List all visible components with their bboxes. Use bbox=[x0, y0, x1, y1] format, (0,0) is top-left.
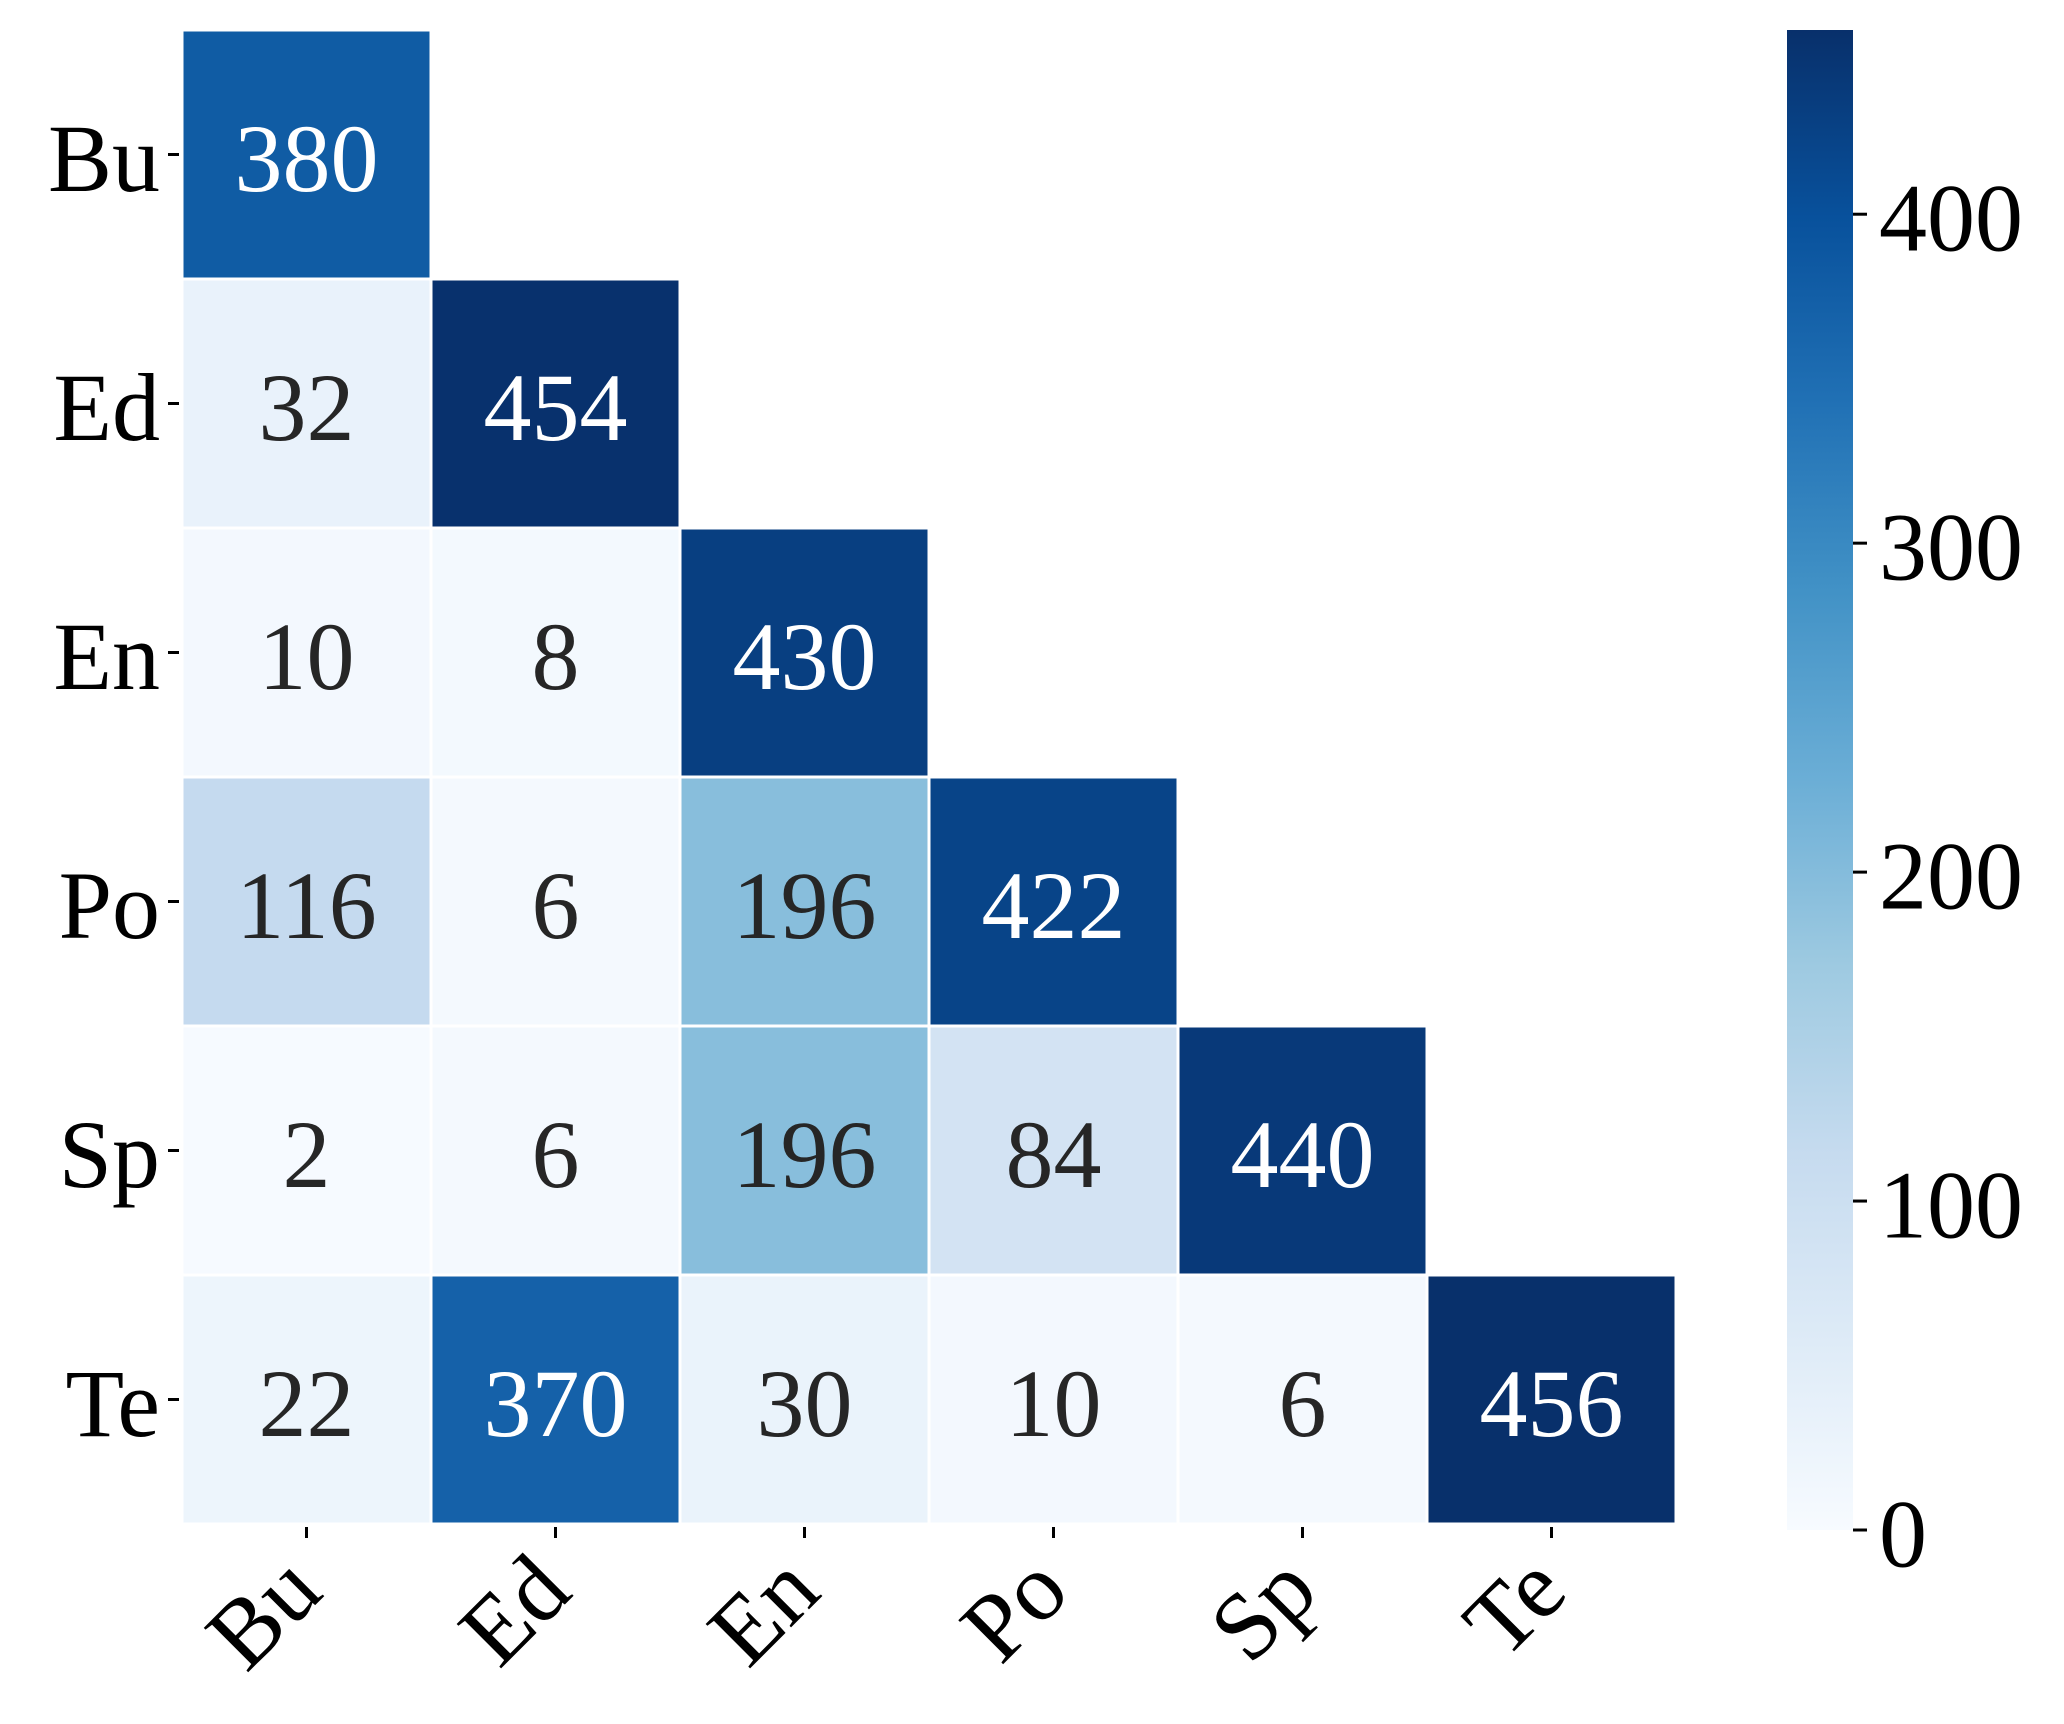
cell-value-label: 10 bbox=[259, 603, 355, 710]
x-tick-label-bu: Bu bbox=[185, 1534, 340, 1689]
colorbar-tick-label: 300 bbox=[1879, 494, 2023, 601]
cell-value-label: 84 bbox=[1006, 1101, 1102, 1208]
heatmap-cell-sp-bu bbox=[183, 1027, 430, 1274]
cell-value-label: 454 bbox=[484, 354, 628, 461]
heatmap-cell-en-ed bbox=[432, 529, 679, 776]
cell-value-label: 6 bbox=[1279, 1350, 1327, 1457]
cell-value-label: 440 bbox=[1231, 1101, 1375, 1208]
heatmap-cell-te-te bbox=[1428, 1276, 1675, 1523]
cell-value-label: 422 bbox=[982, 852, 1126, 959]
heatmap-cell-sp-en bbox=[681, 1027, 928, 1274]
cell-value-label: 370 bbox=[484, 1350, 628, 1457]
cell-value-label: 2 bbox=[283, 1101, 331, 1208]
x-tick-label-sp: Sp bbox=[1189, 1534, 1336, 1681]
cell-value-label: 196 bbox=[733, 852, 877, 959]
heatmap-cell-po-en bbox=[681, 778, 928, 1025]
colorbar-tick-label: 200 bbox=[1879, 823, 2023, 930]
heatmap-cell-sp-ed bbox=[432, 1027, 679, 1274]
y-tick-label-ed: Ed bbox=[53, 354, 160, 461]
heatmap-cell-te-bu bbox=[183, 1276, 430, 1523]
colorbar-tick-label: 0 bbox=[1879, 1481, 1927, 1588]
y-axis-tick-labels: Bu Ed En Po Sp Te bbox=[48, 105, 179, 1457]
cell-value-label: 30 bbox=[757, 1350, 853, 1457]
x-tick-label-te: Te bbox=[1443, 1534, 1586, 1677]
y-tick-label-en: En bbox=[53, 603, 160, 710]
heatmap-cell-bu-bu bbox=[183, 31, 430, 278]
heatmap-cell-ed-bu bbox=[183, 280, 430, 527]
colorbar-tick-label: 100 bbox=[1879, 1152, 2023, 1259]
x-axis-tick-labels: Bu Ed En Po Sp Te bbox=[185, 1527, 1585, 1689]
y-tick-label-po: Po bbox=[59, 852, 160, 959]
cell-value-label: 196 bbox=[733, 1101, 877, 1208]
heatmap-cell-ed-ed bbox=[432, 280, 679, 527]
cell-value-label: 6 bbox=[532, 1101, 580, 1208]
colorbar: 0 100 200 300 400 bbox=[1787, 30, 2023, 1588]
heatmap-cell-po-ed bbox=[432, 778, 679, 1025]
heatmap-cell-te-sp bbox=[1179, 1276, 1426, 1523]
cell-value-label: 456 bbox=[1480, 1350, 1624, 1457]
heatmap-cell-po-bu bbox=[183, 778, 430, 1025]
heatmap-cell-sp-sp bbox=[1179, 1027, 1426, 1274]
x-tick-label-po: Po bbox=[940, 1534, 1087, 1681]
cell-value-label: 22 bbox=[259, 1350, 355, 1457]
cell-value-label: 8 bbox=[532, 603, 580, 710]
heatmap-cell-en-en bbox=[681, 529, 928, 776]
y-tick-label-sp: Sp bbox=[59, 1101, 160, 1208]
cell-value-label: 10 bbox=[1006, 1350, 1102, 1457]
colorbar-gradient bbox=[1787, 30, 1853, 1530]
y-tick-label-bu: Bu bbox=[48, 105, 160, 212]
cell-value-label: 32 bbox=[259, 354, 355, 461]
y-tick-label-te: Te bbox=[65, 1350, 160, 1457]
heatmap-cells: 380 32 454 10 8 430 116 6 196 422 2 6 196 84 440 22 370 3… bbox=[183, 31, 1675, 1523]
heatmap-cell-po-po bbox=[930, 778, 1177, 1025]
x-tick-label-en: En bbox=[687, 1534, 838, 1685]
heatmap-cell-en-bu bbox=[183, 529, 430, 776]
colorbar-tick-label: 400 bbox=[1879, 165, 2023, 272]
cell-value-label: 380 bbox=[235, 105, 379, 212]
heatmap-cell-te-ed bbox=[432, 1276, 679, 1523]
cell-value-label: 116 bbox=[236, 852, 376, 959]
heatmap-cell-te-po bbox=[930, 1276, 1177, 1523]
heatmap-cell-te-en bbox=[681, 1276, 928, 1523]
x-tick-label-ed: Ed bbox=[438, 1534, 589, 1685]
cell-value-label: 6 bbox=[532, 852, 580, 959]
heatmap-cell-sp-po bbox=[930, 1027, 1177, 1274]
cell-value-label: 430 bbox=[733, 603, 877, 710]
